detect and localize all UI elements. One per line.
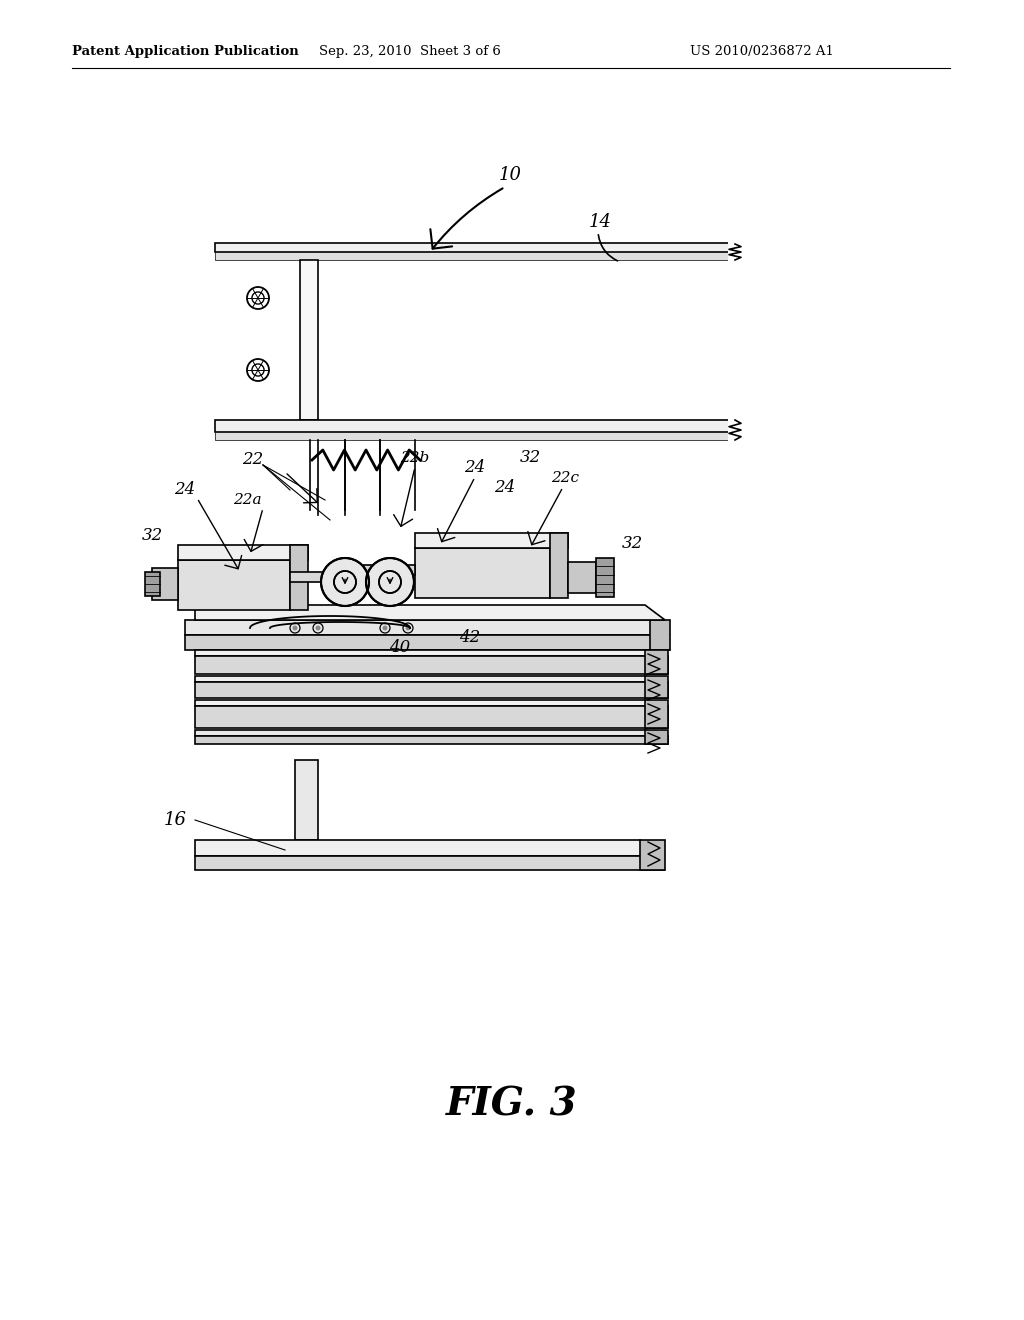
Polygon shape: [596, 558, 614, 597]
Polygon shape: [415, 533, 568, 548]
Polygon shape: [195, 676, 668, 682]
Polygon shape: [195, 605, 665, 620]
Text: 40: 40: [389, 639, 411, 656]
Circle shape: [293, 626, 298, 631]
Circle shape: [366, 558, 414, 606]
Polygon shape: [195, 656, 668, 675]
Circle shape: [406, 626, 411, 631]
Text: 32: 32: [141, 527, 163, 544]
Text: 42: 42: [460, 630, 480, 647]
Polygon shape: [645, 730, 668, 744]
Polygon shape: [195, 706, 668, 729]
Polygon shape: [728, 418, 760, 442]
Polygon shape: [640, 840, 665, 870]
Polygon shape: [185, 620, 670, 635]
Polygon shape: [195, 840, 665, 855]
Text: 14: 14: [589, 213, 611, 231]
Polygon shape: [195, 855, 665, 870]
Polygon shape: [152, 568, 178, 601]
Polygon shape: [145, 572, 160, 597]
Text: 24: 24: [174, 482, 196, 499]
Text: US 2010/0236872 A1: US 2010/0236872 A1: [690, 45, 834, 58]
Polygon shape: [195, 730, 668, 737]
Polygon shape: [300, 260, 318, 420]
Text: 16: 16: [164, 810, 186, 829]
Text: 22b: 22b: [400, 451, 430, 465]
Polygon shape: [195, 682, 668, 698]
Polygon shape: [415, 548, 550, 598]
Text: 24: 24: [464, 459, 485, 477]
Text: 22c: 22c: [551, 471, 579, 484]
Polygon shape: [215, 420, 730, 432]
Circle shape: [383, 626, 387, 631]
Polygon shape: [178, 560, 290, 610]
Polygon shape: [215, 432, 730, 440]
Polygon shape: [645, 676, 668, 698]
Polygon shape: [195, 700, 668, 706]
Polygon shape: [215, 243, 730, 252]
Polygon shape: [290, 572, 345, 582]
Polygon shape: [645, 649, 668, 675]
Text: Sep. 23, 2010  Sheet 3 of 6: Sep. 23, 2010 Sheet 3 of 6: [319, 45, 501, 58]
Text: 32: 32: [519, 450, 541, 466]
Polygon shape: [195, 649, 668, 656]
Circle shape: [315, 626, 321, 631]
Polygon shape: [645, 700, 668, 729]
Text: 32: 32: [622, 535, 643, 552]
Text: Patent Application Publication: Patent Application Publication: [72, 45, 299, 58]
Polygon shape: [345, 565, 415, 576]
Text: 22: 22: [243, 451, 263, 469]
Polygon shape: [650, 620, 670, 649]
Polygon shape: [550, 533, 568, 598]
Text: 10: 10: [499, 166, 521, 183]
Circle shape: [321, 558, 369, 606]
Polygon shape: [185, 635, 670, 649]
Polygon shape: [295, 760, 318, 840]
Polygon shape: [290, 545, 308, 610]
Polygon shape: [568, 562, 596, 593]
Text: 24: 24: [495, 479, 516, 496]
Polygon shape: [728, 242, 760, 261]
Polygon shape: [178, 545, 308, 560]
Polygon shape: [215, 252, 730, 260]
Text: 22a: 22a: [232, 492, 261, 507]
Text: FIG. 3: FIG. 3: [446, 1086, 578, 1125]
Polygon shape: [195, 737, 668, 744]
